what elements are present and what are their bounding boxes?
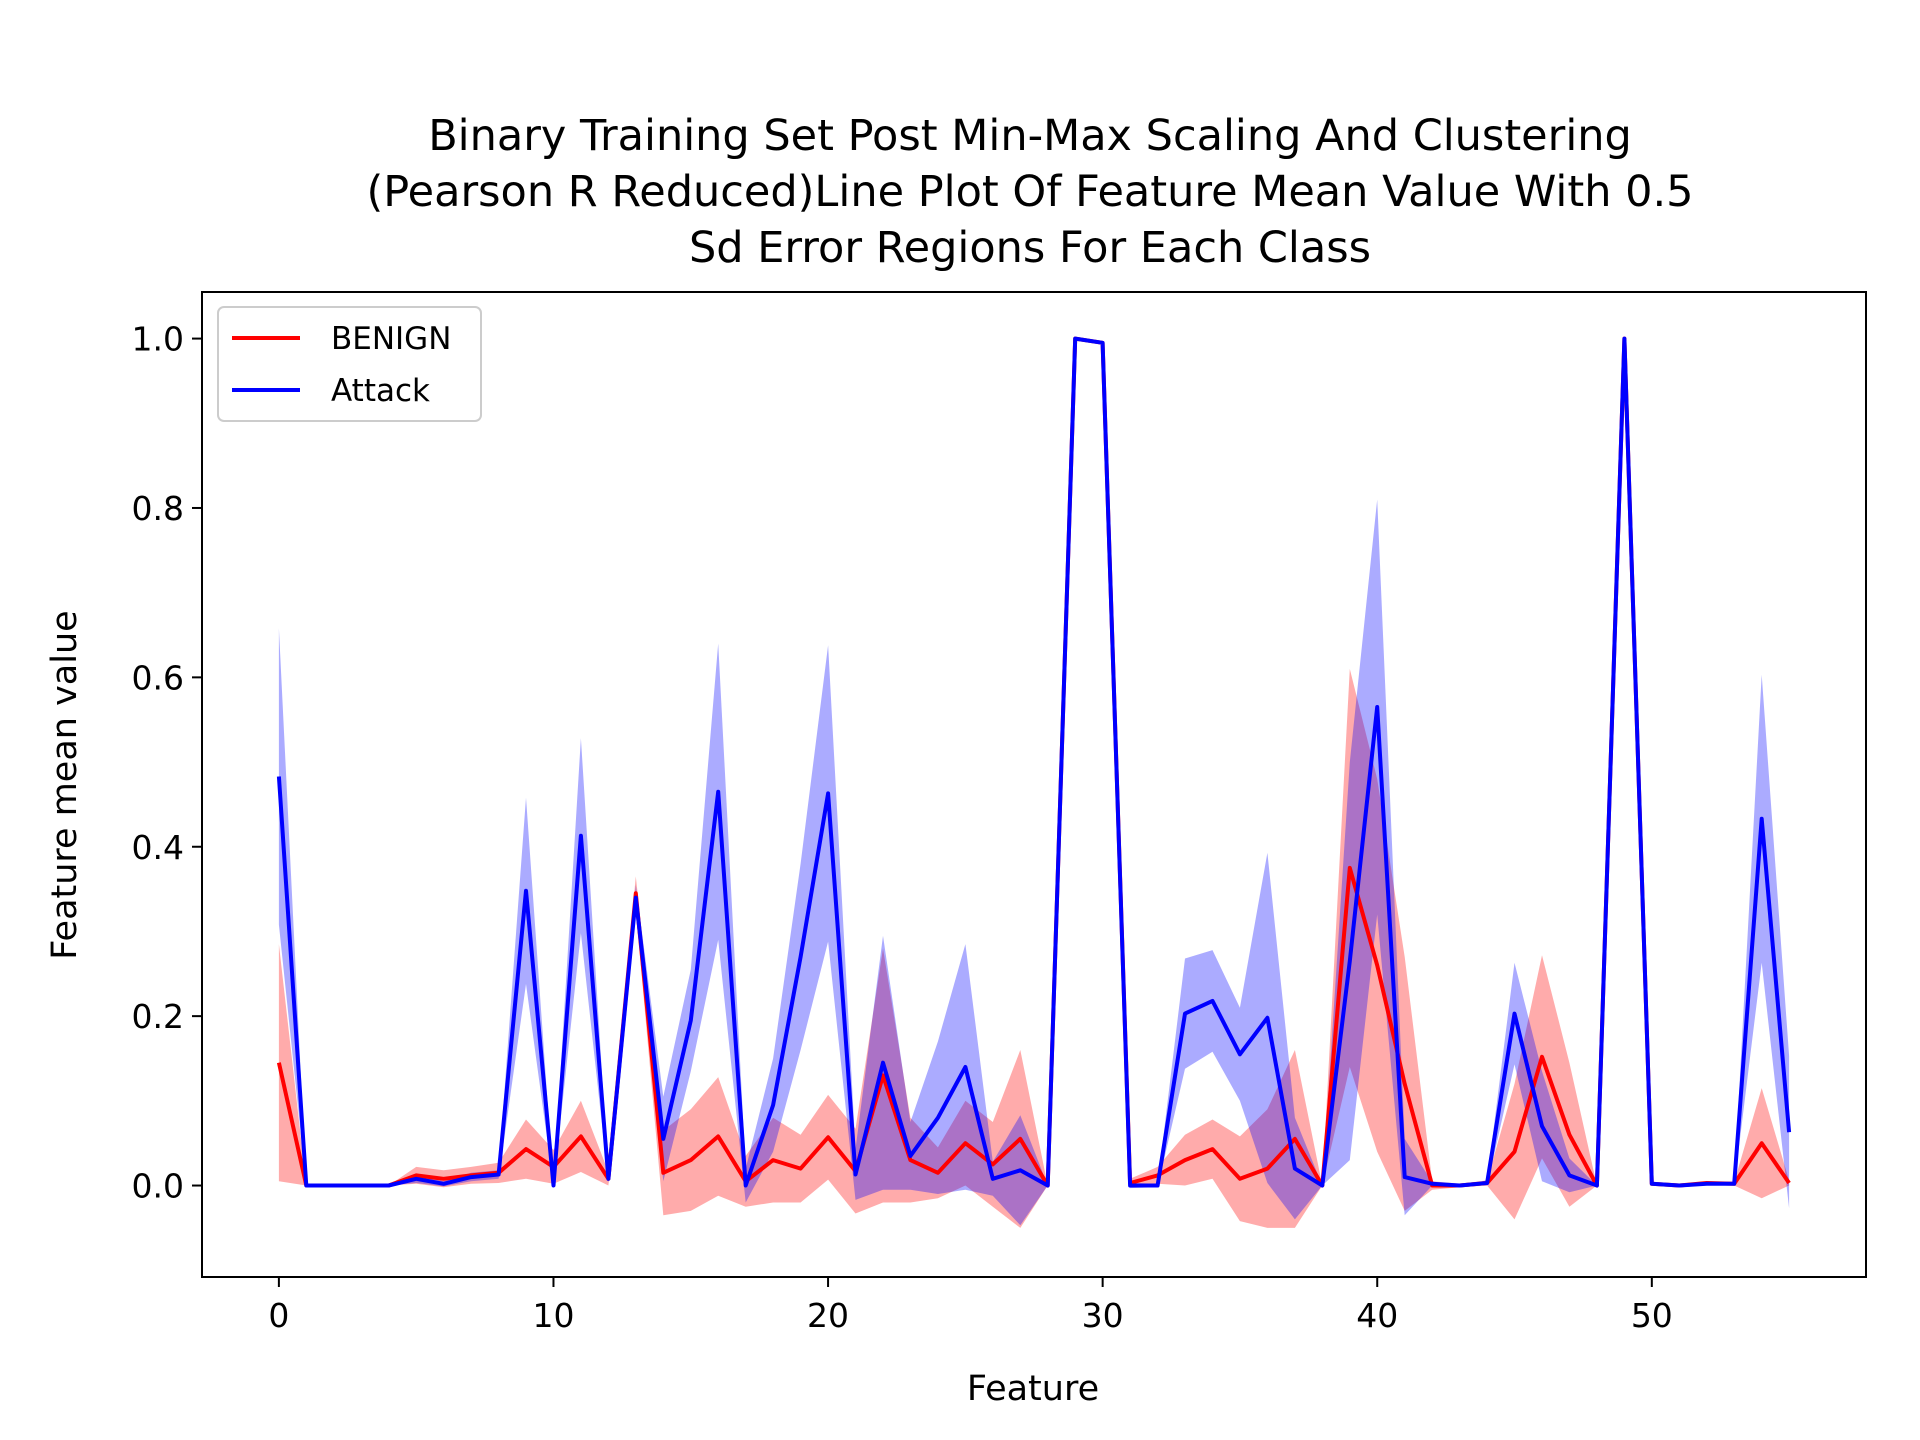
y-axis: 0.0 0.2 0.4 0.6 0.8 1.0	[132, 320, 202, 1206]
series-line-attack	[276, 336, 1792, 1188]
y-tick-label: 0.8	[132, 489, 184, 528]
x-tick-label: 50	[1631, 1296, 1673, 1335]
x-tick-label: 10	[532, 1296, 574, 1335]
legend: BENIGN Attack	[217, 306, 482, 422]
x-tick-label: 0	[268, 1296, 289, 1335]
x-axis: 0 10 20 30 40 50	[268, 1277, 1673, 1335]
legend-label-benign: BENIGN	[331, 321, 451, 357]
x-tick-label: 20	[807, 1296, 849, 1335]
x-tick-label: 40	[1356, 1296, 1398, 1335]
series-line-benign	[276, 336, 1791, 1188]
y-tick-label: 0.6	[132, 658, 184, 697]
legend-label-attack: Attack	[331, 373, 430, 409]
x-axis-label: Feature	[967, 1369, 1099, 1409]
plot-frame	[201, 291, 1867, 1278]
y-tick-label: 0.0	[132, 1167, 184, 1206]
title-line-1: Binary Training Set Post Min-Max Scaling…	[428, 111, 1632, 161]
x-tick-label: 30	[1082, 1296, 1124, 1335]
y-tick-label: 0.2	[132, 997, 184, 1036]
legend-box	[217, 306, 482, 422]
error-band-attack	[278, 338, 1790, 1226]
y-tick-label: 1.0	[132, 320, 184, 359]
plot-area	[276, 336, 1792, 1228]
title-line-3: Sd Error Regions For Each Class	[689, 223, 1371, 273]
title-line-2: (Pearson R Reduced)Line Plot Of Feature …	[366, 167, 1693, 217]
y-tick-label: 0.4	[132, 828, 184, 867]
y-axis-label: Feature mean value	[45, 610, 85, 959]
chart-title: Binary Training Set Post Min-Max Scaling…	[366, 111, 1693, 273]
